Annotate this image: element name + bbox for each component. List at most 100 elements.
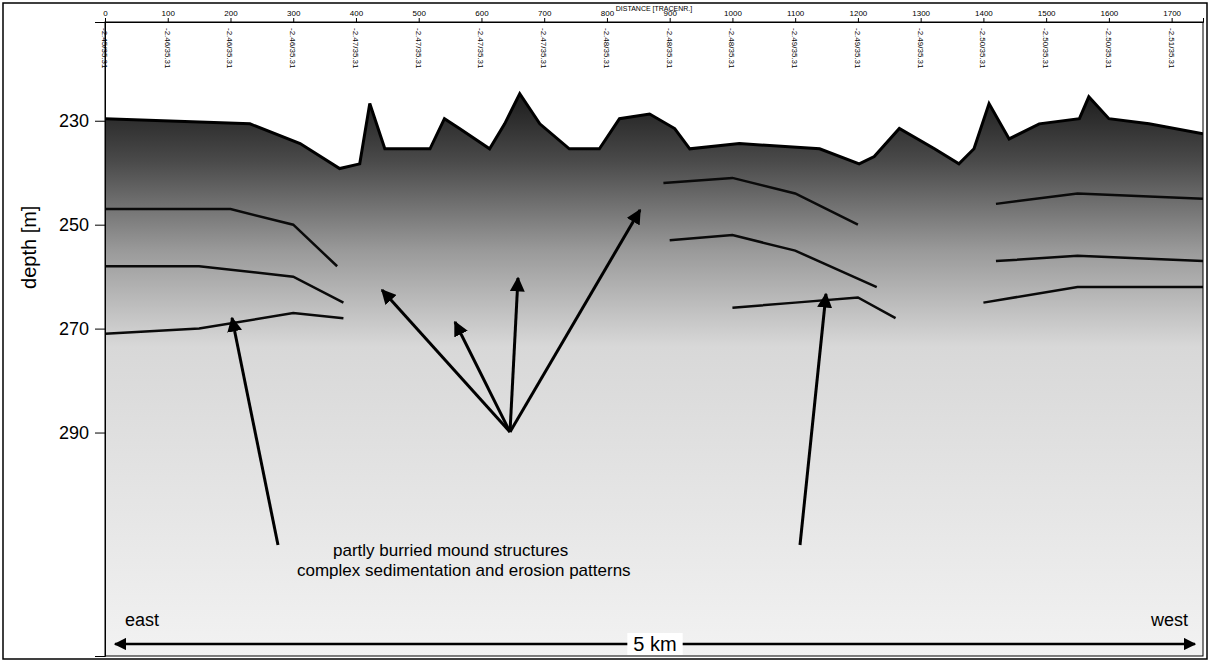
plot-frame (105, 22, 1203, 656)
x-tick: 1600 (1100, 9, 1118, 22)
y-tick: 290 (59, 423, 105, 443)
x-tick-mark (670, 18, 671, 22)
x-tick-label: 800 (601, 9, 615, 18)
x-tick: 1000 (724, 9, 742, 22)
x-tick-mark (356, 18, 357, 22)
x-tick: 100 (162, 9, 176, 22)
x-tick: 400 (350, 9, 364, 22)
y-axis-title: depth [m] (18, 206, 40, 289)
figure-border (3, 3, 1207, 659)
annotation-arrow (382, 290, 510, 432)
direction-label: east (125, 610, 159, 630)
x-tick: 600 (475, 9, 489, 22)
position-label: -2.45/35.31 (100, 28, 109, 69)
x-tick-mark (230, 18, 231, 22)
y-tick-label: 270 (59, 319, 89, 339)
x-tick: 1400 (975, 9, 993, 22)
annotation-arrow (800, 294, 826, 545)
sediment-area (105, 94, 1203, 656)
position-label: -2.47/35.31 (476, 28, 485, 69)
annotation-text: partly burried mound structures (333, 541, 568, 560)
x-tick-label: 500 (413, 9, 427, 18)
x-tick-label: 400 (350, 9, 364, 18)
x-tick-label: 1200 (850, 9, 868, 18)
annotation-text: complex sedimentation and erosion patter… (297, 561, 631, 580)
position-label: -2.47/35.31 (351, 28, 360, 69)
x-tick-label: 200 (224, 9, 238, 18)
figure: 0100200300400500600700800900100011001200… (0, 0, 1210, 662)
position-label: -2.48/35.31 (727, 28, 736, 69)
x-tick-mark (168, 18, 169, 22)
position-label: -2.51/35.31 (1167, 28, 1176, 69)
x-tick-label: 1400 (975, 9, 993, 18)
y-tick: 270 (59, 319, 105, 339)
y-tick-label: 250 (59, 215, 89, 235)
scale-bar-label-bg (627, 633, 682, 655)
scale-bar-label: 5 km (633, 633, 676, 655)
x-tick-label: 1100 (787, 9, 805, 18)
x-axis-line (106, 18, 1204, 23)
x-tick: 0 (103, 9, 108, 22)
x-tick-mark (858, 18, 859, 22)
x-tick-mark (293, 18, 294, 22)
x-tick-label: 1000 (724, 9, 742, 18)
reflector (105, 178, 1203, 266)
x-tick-mark (983, 18, 984, 22)
position-label: -2.46/35.31 (225, 28, 234, 69)
x-tick: 200 (224, 9, 238, 22)
x-tick-mark (607, 18, 608, 22)
x-tick-label: 300 (287, 9, 301, 18)
plot-marks (105, 94, 1203, 656)
y-tick-label: 290 (59, 423, 89, 443)
annotation-arrow (510, 278, 518, 432)
x-tick-label: 0 (103, 9, 108, 18)
y-axis-line (95, 23, 106, 657)
annotation-arrow (455, 322, 510, 432)
y-tick-mark (95, 225, 105, 226)
x-tick-mark (481, 18, 482, 22)
x-tick-mark (1046, 18, 1047, 22)
annotation-arrow (232, 318, 278, 545)
x-tick-mark (1109, 18, 1110, 22)
position-label: -2.47/35.31 (539, 28, 548, 69)
position-label: -2.49/35.31 (916, 28, 925, 69)
x-tick-mark (544, 18, 545, 22)
x-tick: 300 (287, 9, 301, 22)
y-tick-mark (95, 121, 105, 122)
x-tick-mark (105, 18, 106, 22)
y-tick-mark (95, 433, 105, 434)
x-tick: 800 (601, 9, 615, 22)
x-tick-mark (732, 18, 733, 22)
x-tick: 1200 (850, 9, 868, 22)
x-tick: 1500 (1038, 9, 1056, 22)
position-label: -2.46/35.31 (288, 28, 297, 69)
position-label: -2.49/35.31 (853, 28, 862, 69)
x-tick-label: 600 (475, 9, 489, 18)
x-tick-label: 1300 (912, 9, 930, 18)
position-label: -2.46/35.31 (163, 28, 172, 69)
annotations: partly burried mound structurescomplex s… (115, 210, 1195, 655)
position-label: -2.48/35.31 (665, 28, 674, 69)
position-label: -2.50/35.31 (1104, 28, 1113, 69)
position-label: -2.49/35.31 (790, 28, 799, 69)
x-tick-mark (1172, 18, 1173, 22)
y-axis: 230 250 270 290 (59, 23, 106, 657)
position-label: -2.50/35.31 (978, 28, 987, 69)
x-tick-label: 700 (538, 9, 552, 18)
direction-label: west (1150, 610, 1188, 630)
seafloor-line (105, 94, 1203, 169)
x-tick-label: 1500 (1038, 9, 1056, 18)
x-tick-label: 100 (162, 9, 176, 18)
x-tick: 700 (538, 9, 552, 22)
y-tick: 250 (59, 215, 105, 235)
position-label: -2.47/35.31 (414, 28, 423, 69)
annotation-arrow (510, 210, 640, 432)
x-tick-mark (921, 18, 922, 22)
x-tick: 1300 (912, 9, 930, 22)
x-tick-mark (419, 18, 420, 22)
x-axis-title: DISTANCE [TRACENR.] (616, 5, 693, 13)
x-tick: 1100 (787, 9, 805, 22)
y-tick-mark (95, 329, 105, 330)
y-tick: 230 (59, 111, 105, 131)
y-tick-label: 230 (59, 111, 89, 131)
